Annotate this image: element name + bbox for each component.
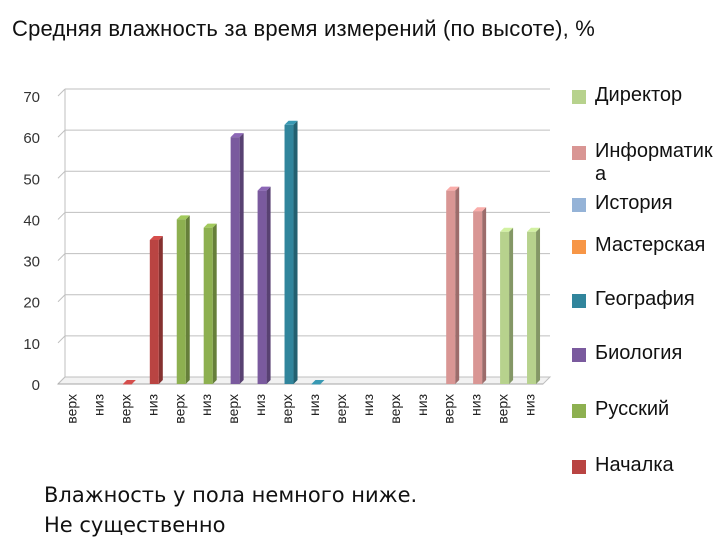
legend-label: Директор [595,84,683,106]
legend-item: Началка [572,454,717,477]
bar-top [311,380,325,384]
bar-top [176,215,190,220]
bar [203,227,213,384]
legend-label: Началка [595,454,674,476]
legend-item: Русский [572,398,717,421]
legend-label: Мастерская [595,234,706,256]
bar [257,190,267,384]
chart-note: Влажность у пола немного ниже. Не сущест… [44,480,417,540]
gridline-diagonal [57,212,66,220]
bar-side [482,207,487,384]
legend-label: Информатика [595,140,713,185]
y-tick-label: 60 [23,130,40,147]
legend-swatch [572,294,586,308]
x-tick-label: верх [279,394,295,424]
gridline-diagonal [57,335,66,344]
note-line-2: Не существенно [44,513,226,537]
bar-side [212,223,217,384]
bar-side [266,186,271,384]
y-tick-label: 40 [23,212,40,229]
legend-swatch [572,240,586,254]
y-tick-label: 30 [23,254,40,271]
x-tick-label: верх [225,394,241,424]
x-tick-label: верх [387,394,403,424]
legend-swatch [572,404,586,418]
legend-swatch [572,90,586,104]
bar-top [203,223,217,228]
bar-top [149,236,163,240]
x-tick-label: верх [117,394,133,424]
bar-side [158,236,163,384]
legend-label: История [595,192,673,214]
legend-swatch [572,198,586,212]
x-tick-label: верх [333,394,349,424]
bar-side [536,227,541,384]
bar [311,384,321,385]
legend-item: Биология [572,342,717,365]
bar-top [473,207,487,212]
x-tick-label: низ [522,394,538,416]
bar [284,124,294,385]
x-tick-label: низ [360,394,376,416]
bar-top [122,380,136,384]
legend-swatch [572,348,586,362]
legend-item: История [572,192,717,215]
bar-top [230,133,244,138]
y-tick-label: 20 [23,295,40,312]
y-tick-label: 10 [23,336,40,353]
x-tick-label: низ [414,394,430,416]
legend-swatch [572,460,586,474]
bar [527,231,537,384]
gridline-diagonal [57,294,66,303]
bar [122,384,132,385]
x-tick-label: низ [306,394,322,416]
bar-top [500,227,514,232]
legend-label: Биология [595,342,683,364]
gridline-diagonal [57,253,66,261]
x-tick-label: верх [171,394,187,424]
bar [500,231,510,384]
x-tick-label: низ [144,394,160,416]
legend-label: Русский [595,398,670,420]
x-tick-label: низ [252,394,268,416]
bar [473,211,483,384]
bar-top [446,186,460,191]
chart-title: Средняя влажность за время измерений (по… [12,16,596,41]
bar-top [527,227,541,232]
x-tick-label: низ [198,394,214,416]
x-tick-label: низ [90,394,106,416]
legend-item: Директор [572,84,717,107]
bar-side [509,227,514,384]
bar-side [455,186,460,384]
bar [446,190,456,384]
legend-swatch [572,146,586,160]
bar-top [257,186,271,191]
x-tick-label: верх [495,394,511,424]
x-tick-label: верх [63,394,79,424]
bar [230,137,240,384]
x-tick-label: верх [441,394,457,424]
y-tick-label: 50 [23,171,40,188]
legend-item: География [572,288,717,311]
bar-top [284,120,298,125]
bar-side [239,133,244,384]
y-tick-label: 0 [32,377,40,394]
legend-item: Информатика [572,140,717,186]
note-line-1: Влажность у пола немного ниже. [44,483,418,507]
bar [176,219,186,384]
bar [149,240,159,384]
gridline-diagonal [57,129,66,138]
bar-side [185,215,190,384]
x-tick-label: низ [468,394,484,416]
y-tick-label: 70 [23,89,40,106]
bar-side [293,120,298,385]
gridline-diagonal [57,88,66,97]
gridline-diagonal [57,170,66,179]
legend-item: Мастерская [572,234,717,257]
legend-label: География [595,288,695,310]
